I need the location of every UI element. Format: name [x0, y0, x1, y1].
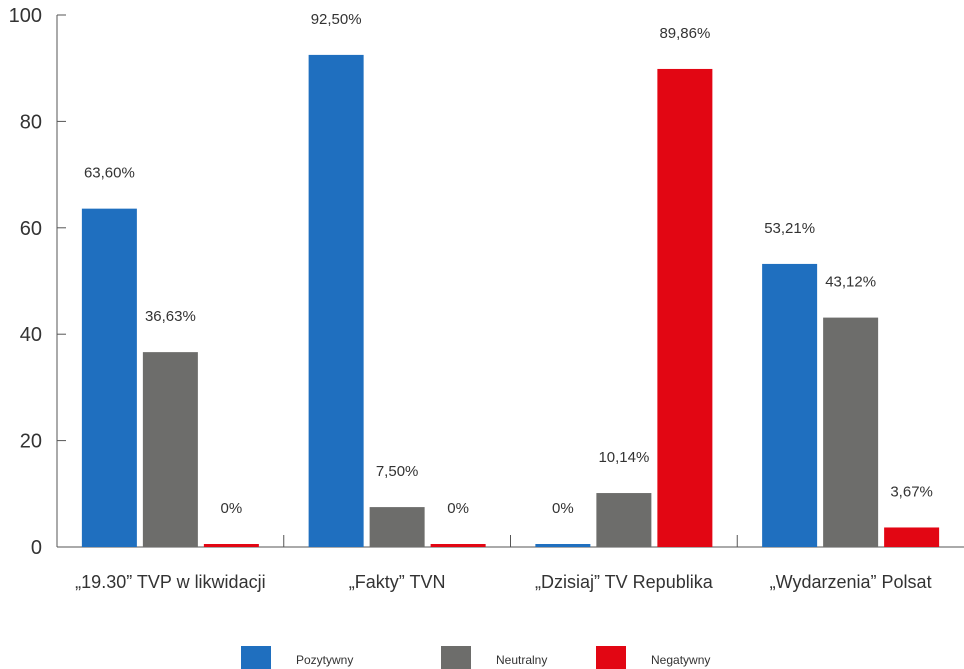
legend-label-negatywny: Negatywny	[651, 653, 710, 667]
data-label: 3,67%	[890, 483, 933, 500]
data-labels: 63,60% 36,63% 0% 92,50% 7,50% 0% 0% 10,1…	[84, 11, 933, 517]
bar-negatywny-4	[884, 527, 940, 547]
y-tick-label: 0	[31, 537, 42, 559]
data-label: 0%	[552, 500, 574, 517]
data-label: 53,21%	[764, 220, 815, 237]
data-label: 0%	[447, 500, 469, 517]
x-axis-category-labels: „19.30” TVP w likwidacji „Fakty” TVN „Dz…	[75, 572, 931, 592]
data-label: 10,14%	[598, 449, 649, 466]
data-label: 63,60%	[84, 165, 135, 182]
bar-negatywny-2	[430, 544, 486, 547]
data-label: 89,86%	[659, 25, 710, 42]
legend: Pozytywny Neutralny Negatywny	[241, 646, 710, 669]
legend-swatch-pozytywny	[241, 646, 271, 669]
bar-negatywny-1	[203, 544, 259, 547]
data-label: 0%	[221, 500, 243, 517]
category-label: „19.30” TVP w likwidacji	[75, 572, 265, 592]
y-tick-label: 20	[20, 431, 42, 453]
category-label: „Dzisiaj” TV Republika	[535, 572, 714, 592]
legend-label-neutralny: Neutralny	[496, 653, 547, 667]
data-label: 36,63%	[145, 308, 196, 325]
bar-pozytywny-4	[762, 263, 818, 547]
legend-swatch-negatywny	[596, 646, 626, 669]
legend-swatch-neutralny	[441, 646, 471, 669]
category-label: „Wydarzenia” Polsat	[770, 572, 932, 592]
y-tick-label: 60	[20, 218, 42, 240]
bar-neutralny-2	[369, 507, 425, 547]
bar-negatywny-3	[657, 68, 713, 548]
bar-neutralny-4	[823, 317, 879, 547]
data-label: 92,50%	[311, 11, 362, 28]
bars	[81, 54, 940, 548]
y-tick-label: 80	[20, 111, 42, 133]
y-axis-ticks: 0 20 40 60 80 100	[9, 5, 42, 559]
bar-neutralny-1	[142, 352, 198, 547]
bar-pozytywny-3	[535, 544, 591, 547]
data-label: 7,50%	[376, 463, 419, 480]
legend-label-pozytywny: Pozytywny	[296, 653, 353, 667]
y-tick-label: 40	[20, 324, 42, 346]
data-label: 43,12%	[825, 274, 876, 291]
category-label: „Fakty” TVN	[349, 572, 446, 592]
bar-pozytywny-1	[81, 208, 137, 547]
y-tick-label: 100	[9, 5, 42, 27]
bar-neutralny-3	[596, 493, 652, 547]
bar-pozytywny-2	[308, 54, 364, 548]
